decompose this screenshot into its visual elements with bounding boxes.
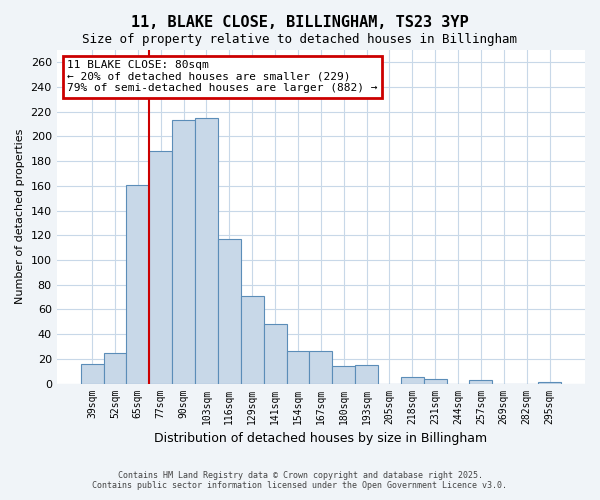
Text: Contains HM Land Registry data © Crown copyright and database right 2025.
Contai: Contains HM Land Registry data © Crown c… [92, 470, 508, 490]
X-axis label: Distribution of detached houses by size in Billingham: Distribution of detached houses by size … [154, 432, 487, 445]
Bar [538, 382, 561, 384]
Bar [218, 239, 241, 384]
Bar [149, 152, 172, 384]
Bar [287, 352, 310, 384]
Bar [104, 352, 127, 384]
Bar [172, 120, 195, 384]
Text: Size of property relative to detached houses in Billingham: Size of property relative to detached ho… [83, 32, 517, 46]
Bar [310, 352, 332, 384]
Y-axis label: Number of detached properties: Number of detached properties [15, 129, 25, 304]
Text: 11 BLAKE CLOSE: 80sqm
← 20% of detached houses are smaller (229)
79% of semi-det: 11 BLAKE CLOSE: 80sqm ← 20% of detached … [67, 60, 378, 93]
Text: 11, BLAKE CLOSE, BILLINGHAM, TS23 3YP: 11, BLAKE CLOSE, BILLINGHAM, TS23 3YP [131, 15, 469, 30]
Bar [127, 184, 149, 384]
Bar [263, 324, 287, 384]
Bar [424, 378, 446, 384]
Bar [469, 380, 493, 384]
Bar [332, 366, 355, 384]
Bar [195, 118, 218, 384]
Bar [401, 378, 424, 384]
Bar [80, 364, 104, 384]
Bar [241, 296, 263, 384]
Bar [355, 365, 378, 384]
